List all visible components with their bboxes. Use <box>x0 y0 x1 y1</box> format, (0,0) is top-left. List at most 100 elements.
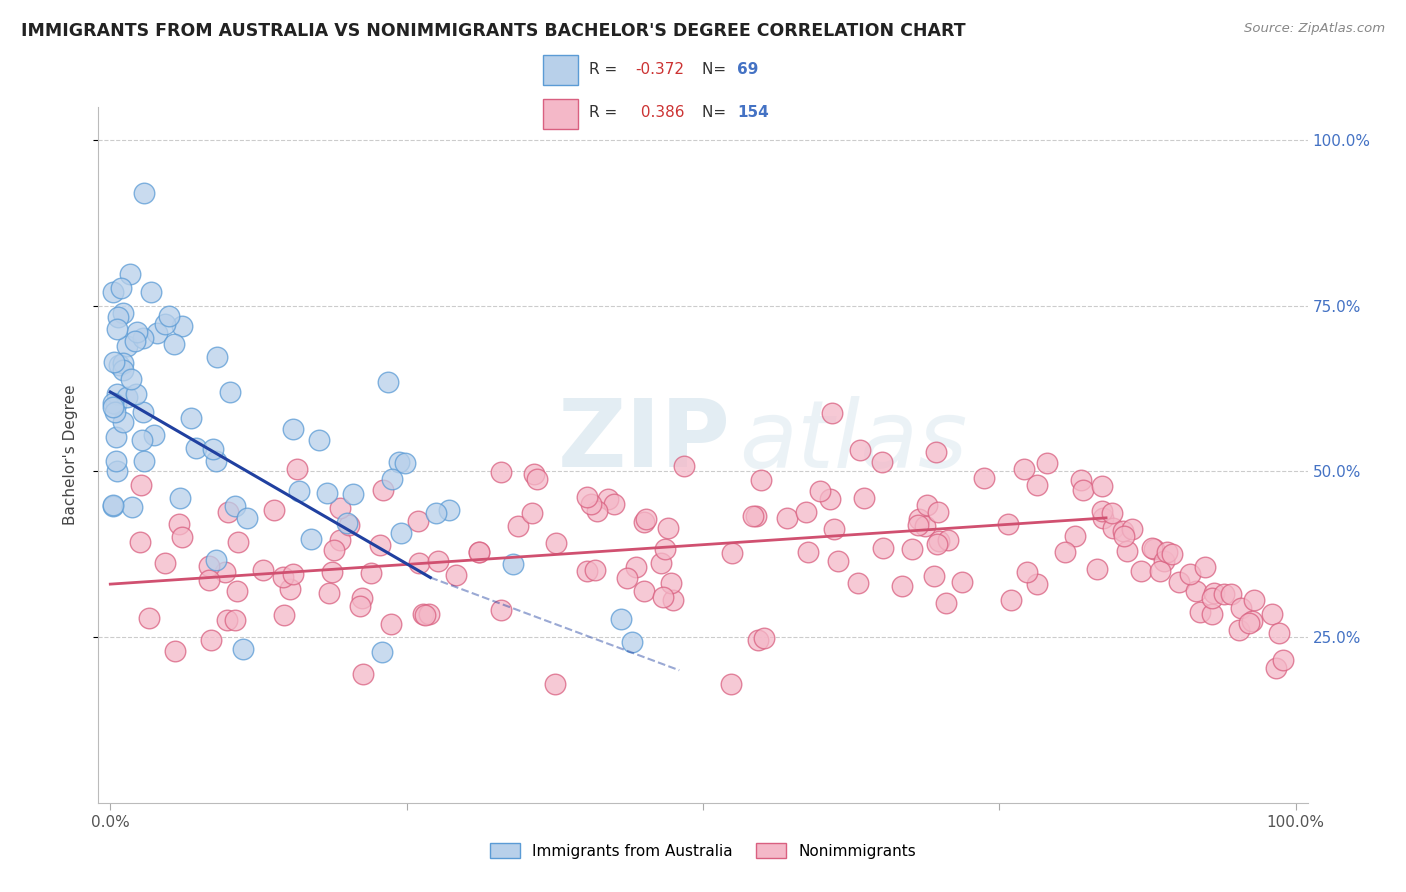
Point <box>872 455 894 469</box>
Point <box>1161 548 1184 562</box>
Point <box>263 503 285 517</box>
Point <box>335 516 357 531</box>
Point <box>368 538 391 552</box>
Point <box>1188 605 1211 619</box>
Point <box>1070 473 1092 487</box>
Point <box>184 441 207 455</box>
Point <box>672 459 695 474</box>
Point <box>413 608 436 623</box>
Point <box>169 491 191 505</box>
Point <box>849 443 872 458</box>
Point <box>652 590 675 604</box>
Point <box>120 372 142 386</box>
Point <box>101 499 124 513</box>
Point <box>315 486 337 500</box>
Point <box>1220 587 1243 601</box>
Point <box>132 405 155 419</box>
Point <box>329 533 352 547</box>
Point <box>797 545 820 559</box>
Point <box>337 517 360 532</box>
Point <box>616 571 638 585</box>
Point <box>281 422 304 436</box>
Point <box>101 400 124 414</box>
Point <box>157 310 180 324</box>
Point <box>107 464 129 478</box>
Point <box>381 472 404 486</box>
Point <box>1064 529 1087 543</box>
Point <box>468 545 491 559</box>
Point <box>153 557 176 571</box>
Legend: Immigrants from Australia, Nonimmigrants: Immigrants from Australia, Nonimmigrants <box>484 837 922 864</box>
Point <box>217 505 239 519</box>
Point <box>224 613 246 627</box>
Point <box>408 556 430 570</box>
Point <box>352 591 374 606</box>
Point <box>1229 601 1251 615</box>
Point <box>105 430 128 444</box>
Point <box>1237 615 1260 630</box>
Point <box>143 428 166 442</box>
Point <box>908 512 931 526</box>
Point <box>634 512 657 526</box>
Point <box>522 506 544 520</box>
Point <box>252 564 274 578</box>
Point <box>1091 511 1114 525</box>
Point <box>198 559 221 574</box>
Point <box>917 498 939 512</box>
Text: 154: 154 <box>737 105 769 120</box>
Point <box>1212 587 1234 601</box>
Point <box>489 465 512 479</box>
Point <box>180 411 202 425</box>
Point <box>101 498 124 512</box>
Point <box>132 186 155 201</box>
Point <box>202 442 225 456</box>
Point <box>1185 584 1208 599</box>
Point <box>610 612 633 626</box>
Point <box>318 586 340 600</box>
Point <box>1271 653 1294 667</box>
Point <box>922 568 945 582</box>
Point <box>107 310 129 324</box>
Point <box>111 415 134 429</box>
Point <box>1202 586 1225 600</box>
Point <box>169 517 191 532</box>
Point <box>808 484 831 499</box>
Point <box>603 497 626 511</box>
Point <box>112 306 135 320</box>
Point <box>278 582 301 596</box>
Point <box>633 584 655 599</box>
Point <box>776 510 799 524</box>
Point <box>205 453 228 467</box>
Point <box>439 503 461 517</box>
Point <box>115 338 138 352</box>
Point <box>1036 456 1059 470</box>
Point <box>846 575 869 590</box>
Point <box>125 326 148 340</box>
Point <box>235 510 257 524</box>
Point <box>104 405 127 419</box>
Text: -0.372: -0.372 <box>636 62 685 78</box>
Text: N=: N= <box>702 62 731 78</box>
Point <box>321 566 343 580</box>
Point <box>207 350 229 364</box>
Point <box>418 607 440 621</box>
Point <box>794 505 817 519</box>
Point <box>285 462 308 476</box>
Point <box>633 515 655 529</box>
Point <box>927 505 949 519</box>
Point <box>1156 545 1178 559</box>
Point <box>111 356 134 370</box>
Point <box>388 455 411 469</box>
Point <box>288 483 311 498</box>
Point <box>659 575 682 590</box>
Point <box>620 635 643 649</box>
Point <box>662 593 685 607</box>
Point <box>232 641 254 656</box>
Point <box>425 506 447 520</box>
Point <box>215 613 238 627</box>
Y-axis label: Bachelor's Degree: Bachelor's Degree <box>63 384 77 525</box>
Point <box>654 542 676 557</box>
Point <box>1025 478 1047 492</box>
Point <box>299 532 322 546</box>
Point <box>1114 529 1136 543</box>
